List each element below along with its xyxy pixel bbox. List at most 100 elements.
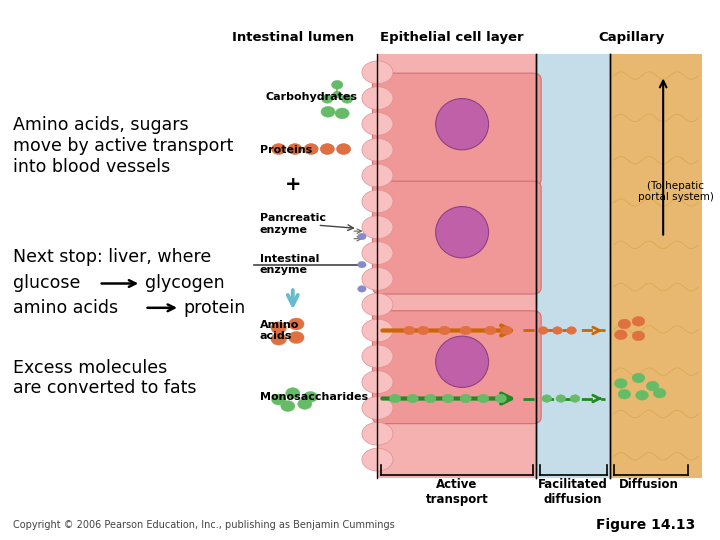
Ellipse shape [362,216,393,239]
Bar [611,54,702,478]
Ellipse shape [362,371,393,394]
Circle shape [271,144,286,154]
Circle shape [632,331,645,341]
Text: +: + [284,175,301,194]
Circle shape [552,327,562,334]
Circle shape [618,319,631,329]
Circle shape [341,94,353,103]
Circle shape [460,326,472,335]
Circle shape [321,106,335,117]
Circle shape [271,394,286,405]
Circle shape [636,390,648,400]
Text: Amino
acids: Amino acids [260,320,299,341]
Circle shape [485,326,496,335]
Text: protein: protein [184,299,246,317]
Circle shape [556,395,566,402]
Text: Intestinal
enzyme: Intestinal enzyme [260,254,319,275]
Ellipse shape [362,345,393,368]
Text: Intestinal lumen: Intestinal lumen [232,31,354,44]
Ellipse shape [362,319,393,342]
Circle shape [614,379,627,388]
Text: Active
transport: Active transport [426,478,488,506]
Text: Copyright © 2006 Pearson Education, Inc., publishing as Benjamin Cummings: Copyright © 2006 Pearson Education, Inc.… [13,520,395,530]
Ellipse shape [362,293,393,316]
Bar [536,54,611,478]
Ellipse shape [436,336,489,388]
Ellipse shape [436,206,489,258]
FancyBboxPatch shape [372,311,541,423]
Circle shape [653,388,666,398]
Circle shape [632,373,645,383]
Ellipse shape [362,242,393,265]
Ellipse shape [362,87,393,110]
Circle shape [539,327,548,334]
Circle shape [271,333,287,345]
Circle shape [407,394,418,403]
Ellipse shape [362,112,393,136]
Ellipse shape [362,138,393,161]
Circle shape [358,261,366,268]
Text: Diffusion: Diffusion [619,478,679,491]
Circle shape [336,144,351,154]
FancyBboxPatch shape [372,181,541,294]
Circle shape [304,144,318,154]
Circle shape [298,399,312,409]
Circle shape [614,330,627,340]
Ellipse shape [362,164,393,187]
Circle shape [618,389,631,399]
Text: Next stop: liver, where: Next stop: liver, where [13,247,211,266]
Circle shape [331,80,343,89]
Text: Carbohydrates: Carbohydrates [265,92,357,102]
Ellipse shape [362,267,393,290]
Text: glycogen: glycogen [145,274,224,293]
Bar [377,54,536,478]
Circle shape [570,395,580,402]
Text: Figure 14.13: Figure 14.13 [595,518,695,532]
Text: Epithelial cell layer: Epithelial cell layer [379,31,523,44]
Circle shape [425,394,436,403]
Circle shape [322,94,333,103]
Circle shape [271,322,287,334]
Circle shape [542,395,552,402]
Text: (To hepatic
portal system): (To hepatic portal system) [638,181,714,202]
Circle shape [647,381,659,391]
Circle shape [477,394,489,403]
Circle shape [390,394,401,403]
FancyBboxPatch shape [372,73,541,186]
Text: Pancreatic
enzyme: Pancreatic enzyme [260,213,325,235]
Circle shape [632,316,645,326]
Circle shape [501,326,512,335]
Circle shape [358,286,366,292]
Circle shape [289,318,304,330]
Circle shape [333,91,342,98]
Circle shape [358,233,366,240]
Circle shape [281,401,295,411]
Ellipse shape [362,448,393,471]
Text: Excess molecules
are converted to fats: Excess molecules are converted to fats [13,359,196,397]
Ellipse shape [362,190,393,213]
Ellipse shape [362,61,393,84]
Ellipse shape [362,396,393,420]
Text: Capillary: Capillary [598,31,665,44]
Circle shape [460,394,472,403]
Ellipse shape [436,98,489,150]
Text: Proteins: Proteins [260,145,312,154]
Ellipse shape [362,422,393,445]
Circle shape [289,332,304,343]
Circle shape [442,394,454,403]
Text: Monosaccharides: Monosaccharides [260,393,368,402]
Circle shape [495,394,507,403]
Text: Amino acids, sugars
move by active transport
into blood vessels: Amino acids, sugars move by active trans… [13,116,233,176]
Circle shape [567,327,577,334]
Circle shape [418,326,429,335]
Text: amino acids: amino acids [13,299,118,317]
Circle shape [286,388,300,399]
Circle shape [403,326,415,335]
Circle shape [438,326,450,335]
Circle shape [335,108,349,119]
Circle shape [320,144,334,154]
Text: glucose: glucose [13,274,80,293]
Circle shape [303,392,318,402]
Text: Facilitated
diffusion: Facilitated diffusion [539,478,608,506]
Circle shape [288,144,302,154]
